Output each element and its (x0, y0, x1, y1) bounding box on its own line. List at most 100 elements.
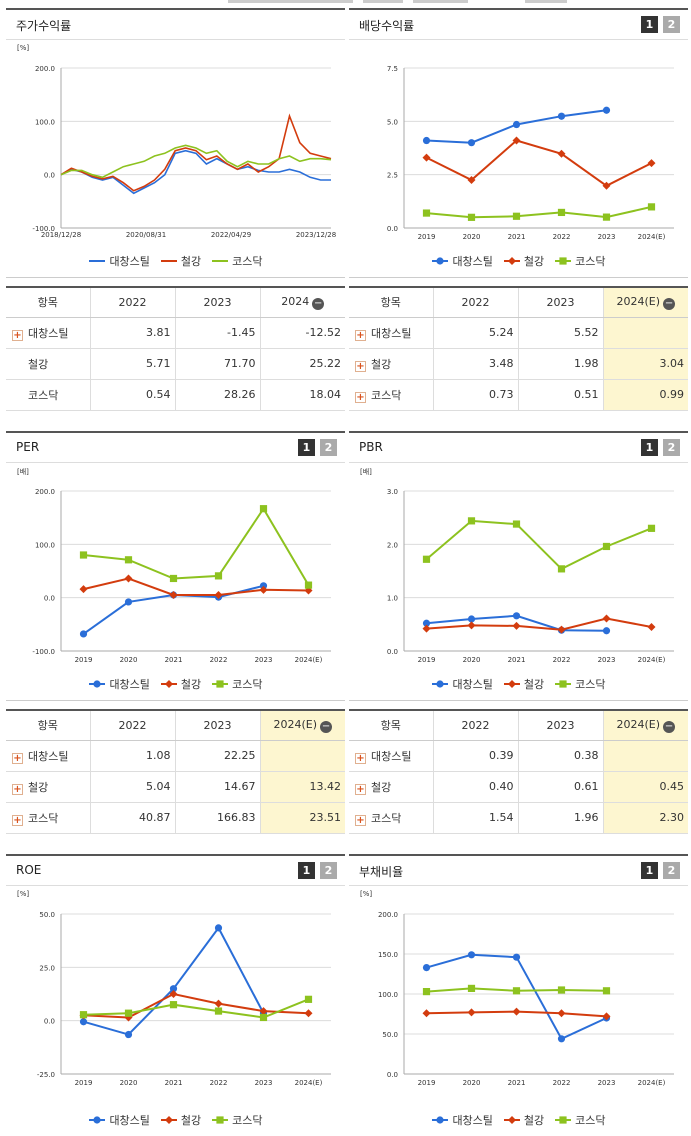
view-1-button[interactable]: 1 (298, 862, 315, 879)
data-point-kosdaq (124, 556, 133, 564)
panel-title: 주가수익률 (16, 19, 72, 33)
data-point-kosdaq (169, 574, 178, 583)
view-1-button[interactable]: 1 (641, 862, 658, 879)
legend-item-daechang-steel[interactable]: 대창스틸 (88, 1112, 150, 1128)
data-point-kosdaq (602, 987, 611, 995)
collapse-icon[interactable]: − (320, 720, 333, 733)
legend-label: 철강 (523, 678, 545, 691)
unit-label: [배] (360, 468, 372, 476)
legend-item-kosdaq[interactable]: 코스닥 (554, 676, 606, 692)
legend-item-kosdaq[interactable]: 코스닥 (211, 253, 263, 269)
expand-icon[interactable]: + (355, 752, 366, 764)
column-header: 항목 (6, 287, 91, 318)
collapse-icon[interactable]: − (663, 720, 676, 733)
view-1-button[interactable]: 1 (641, 439, 658, 456)
table-cell: 5.24 (433, 317, 519, 349)
legend-marker (436, 1116, 445, 1124)
legend-item-steel-industry[interactable]: 철강 (503, 676, 544, 692)
expand-icon[interactable]: + (12, 329, 23, 341)
legend-swatch (89, 1116, 106, 1124)
expand-icon[interactable]: + (12, 814, 23, 826)
y-tick-label: 0.0 (387, 648, 398, 656)
table-cell: 0.39 (433, 740, 519, 772)
legend-marker (436, 257, 445, 265)
legend-item-daechang-steel[interactable]: 대창스틸 (88, 676, 150, 692)
legend-item-daechang-steel[interactable]: 대창스틸 (88, 253, 150, 269)
view-2-button[interactable]: 2 (320, 862, 337, 879)
column-header: 항목 (349, 710, 434, 741)
legend-item-steel-industry[interactable]: 철강 (160, 253, 201, 269)
legend-item-daechang-steel[interactable]: 대창스틸 (431, 676, 493, 692)
y-tick-label: 50.0 (382, 1031, 398, 1039)
row-label: + 대창스틸 (6, 740, 91, 772)
legend-item-kosdaq[interactable]: 코스닥 (211, 676, 263, 692)
x-tick-label: 2022 (210, 656, 228, 664)
table-row: + 코스닥 1.54 1.96 2.30 (349, 802, 688, 834)
legend-marker (559, 257, 567, 265)
view-2-button[interactable]: 2 (663, 862, 680, 879)
legend-marker (507, 680, 516, 688)
series-line-kosdaq (425, 519, 652, 571)
y-tick-label: 0.0 (387, 1071, 398, 1079)
legend-item-steel-industry[interactable]: 철강 (160, 1112, 201, 1128)
legend-label: 코스닥 (575, 1114, 606, 1127)
expand-icon[interactable]: + (355, 391, 366, 403)
legend-label: 대창스틸 (452, 678, 493, 691)
legend-item-daechang-steel[interactable]: 대창스틸 (431, 1112, 493, 1128)
legend-item-steel-industry[interactable]: 철강 (503, 253, 544, 269)
expand-icon[interactable]: + (12, 783, 23, 795)
data-point-kosdaq (467, 517, 476, 525)
data-point-kosdaq (557, 986, 566, 994)
table-cell: 5.52 (518, 317, 604, 349)
expand-icon[interactable]: + (12, 752, 23, 764)
view-1-button[interactable]: 1 (641, 16, 658, 33)
row-label: + 대창스틸 (6, 317, 91, 349)
expand-icon[interactable]: + (355, 783, 366, 795)
column-header: 항목 (6, 710, 91, 741)
table-cell: 166.83 (175, 802, 261, 834)
x-tick-label: 2019 (75, 1079, 93, 1087)
legend-item-kosdaq[interactable]: 코스닥 (211, 1112, 263, 1128)
expand-icon[interactable]: + (355, 329, 366, 341)
collapse-icon[interactable]: − (312, 297, 325, 310)
expand-icon[interactable]: + (355, 360, 366, 372)
x-tick-label: 2019 (75, 656, 93, 664)
table-cell: 5.04 (90, 771, 176, 803)
row-label: + 코스닥 (6, 802, 91, 834)
table-cell: 2.30 (603, 802, 688, 834)
table-cell: 0.45 (603, 771, 688, 803)
table-cell: 40.87 (90, 802, 176, 834)
stock-return-table: 항목 2022 2023 2024− + 대창스틸 3.81 -1.45 -12.52 철강 5.7… (6, 286, 345, 411)
data-point-steel-industry (467, 621, 476, 630)
legend-item-daechang-steel[interactable]: 대창스틸 (431, 253, 493, 269)
collapse-icon[interactable]: − (663, 297, 676, 310)
view-2-button[interactable]: 2 (320, 439, 337, 456)
dividend-yield-chart: 7.5 5.0 2.5 0.0 2019 2020 2021 2022 2023 2024(E) 대… (349, 40, 688, 278)
legend-swatch (89, 260, 106, 262)
table-cell: 3.81 (90, 317, 176, 349)
data-point-kosdaq (422, 988, 431, 996)
legend-marker (559, 680, 567, 688)
data-point-steel-industry (169, 990, 178, 998)
legend-item-steel-industry[interactable]: 철강 (503, 1112, 544, 1128)
view-2-button[interactable]: 2 (663, 16, 680, 33)
data-point-daechang-steel (422, 964, 431, 972)
x-tick-label: 2019 (418, 1079, 436, 1087)
expand-icon[interactable]: + (355, 814, 366, 826)
view-1-button[interactable]: 1 (298, 439, 315, 456)
table-cell (603, 317, 688, 349)
data-point-steel-industry (512, 136, 521, 145)
legend-item-steel-industry[interactable]: 철강 (160, 676, 201, 692)
data-point-steel-industry (214, 999, 223, 1008)
table-cell: 18.04 (260, 379, 345, 411)
table-cell (603, 740, 688, 772)
y-tick-label: 50.0 (39, 911, 55, 919)
column-header: 2024(E) − (603, 710, 688, 741)
legend-label: 코스닥 (232, 255, 263, 268)
view-2-button[interactable]: 2 (663, 439, 680, 456)
legend-item-kosdaq[interactable]: 코스닥 (554, 1112, 606, 1128)
x-tick-label: 2020 (463, 233, 481, 241)
legend-item-kosdaq[interactable]: 코스닥 (554, 253, 606, 269)
